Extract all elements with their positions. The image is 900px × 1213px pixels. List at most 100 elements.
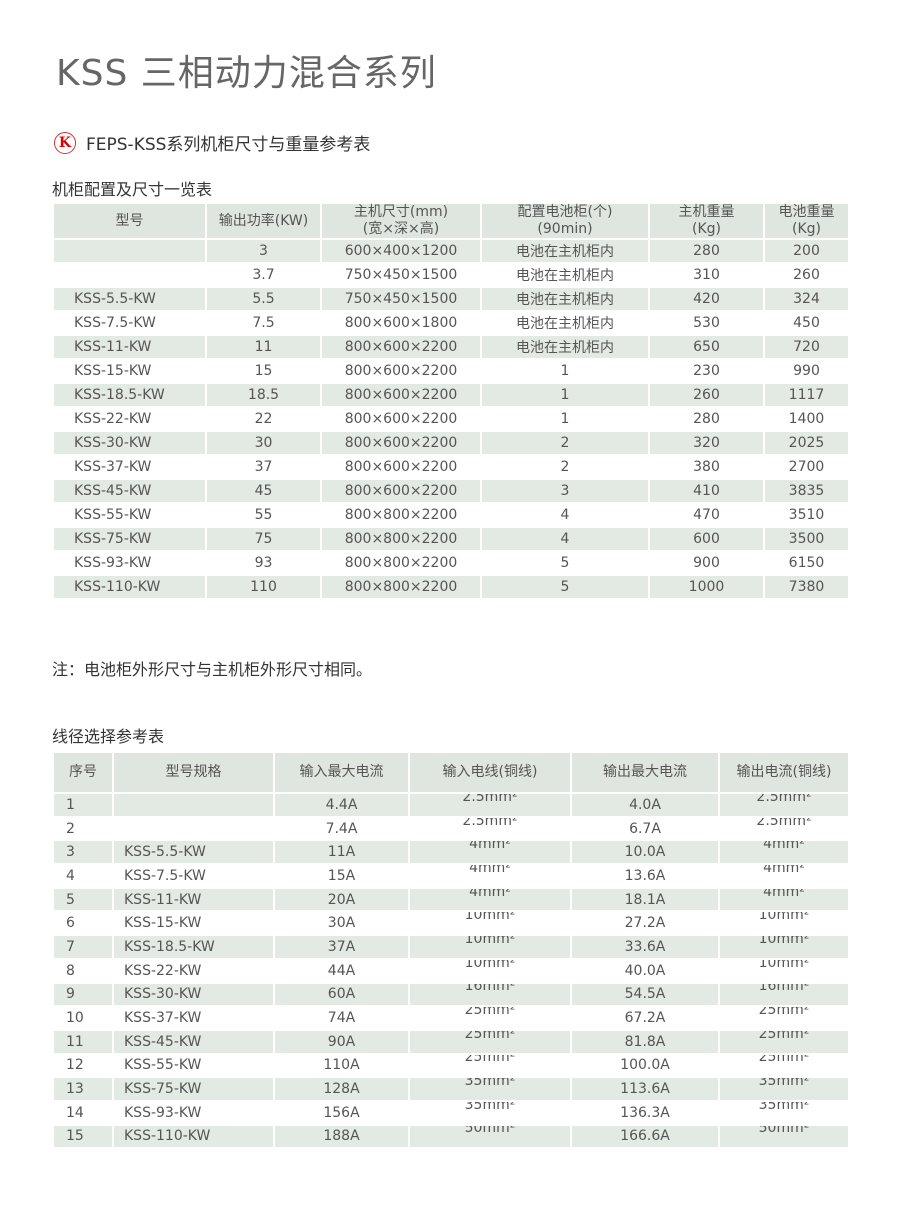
wire-size: 10mm² — [758, 935, 810, 947]
wire-table: 序号 型号规格 输入最大电流 输入电线(铜线) 输出最大电流 输出电流(铜线) 1 4.4A 2… — [52, 751, 850, 1150]
table-cell: 7.4A — [273, 815, 410, 842]
wire-size: 25mm² — [758, 1006, 810, 1019]
table-cell: 55 — [205, 502, 322, 528]
table-cell: KSS-45-KW — [112, 1028, 275, 1055]
table-cell: 3 — [52, 839, 114, 866]
table-cell: 16mm² — [718, 981, 850, 1008]
table-row: 14 KSS-93-KW 156A 35mm² 136.3A 35mm² — [52, 1099, 850, 1126]
table-cell: 136.3A — [570, 1099, 720, 1126]
table-cell: 260 — [763, 262, 850, 288]
table-row: 2 7.4A 2.5mm² 6.7A 2.5mm² — [52, 815, 850, 842]
column-header: 型号 — [52, 202, 207, 240]
table-cell: KSS-11-KW — [52, 334, 207, 360]
table-cell: 2 — [480, 430, 650, 456]
wire-size: 10mm² — [464, 911, 516, 924]
table-cell: 800×800×2200 — [320, 526, 482, 552]
wire-size: 16mm² — [464, 982, 516, 995]
table-cell: 800×800×2200 — [320, 574, 482, 600]
table-cell: 10mm² — [718, 957, 850, 984]
table-cell: KSS-22-KW — [112, 957, 275, 984]
wire-size: 4mm² — [763, 887, 805, 900]
table-cell: 128A — [273, 1076, 410, 1102]
wire-size: 10mm² — [464, 958, 516, 971]
table-cell: 5 — [480, 550, 650, 576]
table-cell: 5.5 — [205, 286, 322, 312]
wire-size: 35mm² — [464, 1077, 516, 1090]
table-cell: 200 — [763, 238, 850, 264]
column-header: 输入电线(铜线) — [408, 751, 572, 794]
table-cell: 650 — [648, 334, 765, 360]
table-cell: 800×600×2200 — [320, 382, 482, 408]
table-cell: 166.6A — [570, 1123, 720, 1150]
table-cell: 230 — [648, 358, 765, 384]
table-cell: 35mm² — [408, 1076, 572, 1102]
table-cell: 750×450×1500 — [320, 286, 482, 312]
table-cell: 电池在主机柜内 — [480, 310, 650, 336]
table-cell: 750×450×1500 — [320, 262, 482, 288]
table-cell: 电池在主机柜内 — [480, 262, 650, 288]
table-cell: 15 — [52, 1123, 114, 1150]
table-cell: 93 — [205, 550, 322, 576]
table-cell: 10mm² — [408, 910, 572, 937]
table-row: 3.7 750×450×1500 电池在主机柜内 310 260 — [52, 262, 850, 288]
table-row: KSS-22-KW 22 800×600×2200 1 280 1400 — [52, 406, 850, 432]
wire-size: 2.5mm² — [462, 793, 518, 805]
table-cell: 2.5mm² — [408, 792, 572, 818]
table-cell: 410 — [648, 478, 765, 504]
table-cell: 20A — [273, 886, 410, 913]
table-row: KSS-55-KW 55 800×800×2200 4 470 3510 — [52, 502, 850, 528]
cabinet-table: 型号 输出功率(KW) 主机尺寸(mm) (宽×深×高) 配置电池柜(个) (90mi… — [52, 202, 850, 600]
table-cell: 2.5mm² — [718, 815, 850, 842]
table-cell: 54.5A — [570, 981, 720, 1008]
table-cell: 22 — [205, 406, 322, 432]
table-cell: 110A — [273, 1052, 410, 1079]
table-cell: 4.4A — [273, 792, 410, 818]
column-header: 配置电池柜(个) (90min) — [480, 202, 650, 240]
table-cell: 260 — [648, 382, 765, 408]
table-cell: 10mm² — [408, 957, 572, 984]
table-cell: 800×600×2200 — [320, 334, 482, 360]
table-cell: 电池在主机柜内 — [480, 286, 650, 312]
table-cell: 2700 — [763, 454, 850, 480]
table-row: 11 KSS-45-KW 90A 25mm² 81.8A 25mm² — [52, 1028, 850, 1055]
table-cell: 800×600×1800 — [320, 310, 482, 336]
column-header: 电池重量 (Kg) — [763, 202, 850, 240]
table-cell: 800×600×2200 — [320, 406, 482, 432]
table-cell: 30A — [273, 910, 410, 937]
table-cell: 720 — [763, 334, 850, 360]
table1-caption: 机柜配置及尺寸一览表 — [52, 180, 213, 199]
table-cell: 50mm² — [718, 1123, 850, 1150]
table-cell: KSS-15-KW — [52, 358, 207, 384]
table-row: KSS-30-KW 30 800×600×2200 2 320 2025 — [52, 430, 850, 456]
table-cell: 9 — [52, 981, 114, 1008]
table-cell: 2 — [480, 454, 650, 480]
table-cell: 电池在主机柜内 — [480, 334, 650, 360]
table-cell: 44A — [273, 957, 410, 984]
page-title: KSS 三相动力混合系列 — [56, 53, 437, 94]
table-cell: 11A — [273, 839, 410, 866]
table-cell: 3835 — [763, 478, 850, 504]
table-cell: 2 — [52, 815, 114, 842]
table-cell: 10 — [52, 1005, 114, 1031]
column-header: 输出功率(KW) — [205, 202, 322, 240]
table-cell: 280 — [648, 238, 765, 264]
table-cell: KSS-5.5-KW — [112, 839, 275, 866]
table-cell: 14 — [52, 1099, 114, 1126]
table-cell: 800×800×2200 — [320, 550, 482, 576]
table-cell: 27.2A — [570, 910, 720, 937]
table-cell: 4 — [480, 526, 650, 552]
table-row: 13 KSS-75-KW 128A 35mm² 113.6A 35mm² — [52, 1076, 850, 1102]
table-cell: 13.6A — [570, 863, 720, 889]
wire-size: 2.5mm² — [462, 816, 518, 829]
table-cell: 11 — [52, 1028, 114, 1055]
table-cell: KSS-18.5-KW — [112, 934, 275, 960]
wire-size: 2.5mm² — [756, 793, 812, 805]
table-cell — [112, 815, 275, 842]
wire-size: 4mm² — [763, 864, 805, 876]
table-cell: 50mm² — [408, 1123, 572, 1150]
table-cell: 5 — [480, 574, 650, 600]
table-cell: 5 — [52, 886, 114, 913]
table-cell: 45 — [205, 478, 322, 504]
table-cell: 900 — [648, 550, 765, 576]
